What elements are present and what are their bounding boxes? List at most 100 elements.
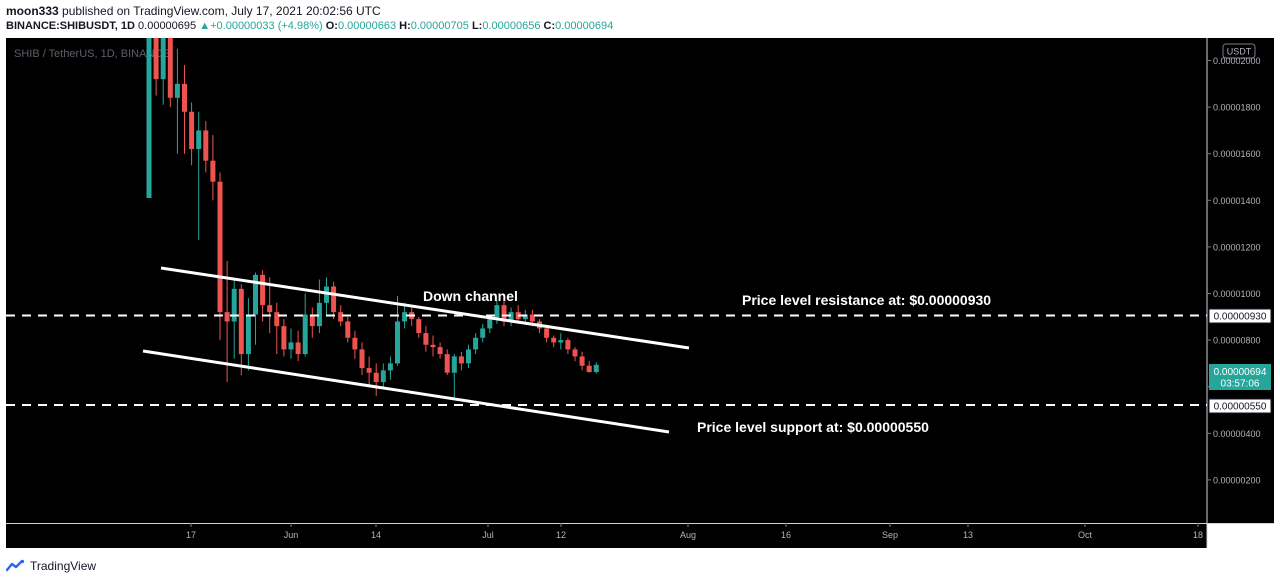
candle[interactable]	[551, 335, 557, 348]
resistance-annotation: Price level resistance at: $0.00000930	[742, 292, 991, 308]
candle[interactable]	[338, 305, 344, 327]
price-chart[interactable]: USDT SHIB / TetherUS, 1D, BINANCE Down c…	[6, 38, 1274, 548]
x-tick-label: 12	[556, 530, 566, 540]
candle[interactable]	[373, 363, 379, 397]
candle[interactable]	[366, 356, 372, 387]
candle[interactable]	[231, 279, 237, 359]
candle[interactable]	[167, 38, 173, 108]
candle[interactable]	[324, 277, 329, 317]
candle-body	[196, 130, 202, 150]
candle[interactable]	[480, 323, 486, 343]
footer-brand-text: TradingView	[30, 559, 97, 573]
candle-body	[451, 356, 457, 373]
candle[interactable]	[579, 351, 585, 371]
candle[interactable]	[359, 342, 365, 376]
candle[interactable]	[224, 260, 230, 383]
candle[interactable]	[437, 342, 443, 359]
x-axis-ticks: 17 Jun 14 Jul 12 Aug 16 Sep 13 Oct 18	[186, 523, 1203, 540]
candle[interactable]	[196, 111, 202, 240]
high-value: 0.00000705	[410, 20, 469, 32]
candle[interactable]	[345, 316, 351, 343]
candle[interactable]	[586, 361, 592, 373]
candle-body	[224, 312, 230, 322]
candle[interactable]	[402, 302, 408, 329]
candle[interactable]	[572, 347, 578, 362]
candle[interactable]	[182, 65, 187, 154]
candle[interactable]	[430, 335, 436, 357]
candle[interactable]	[444, 349, 450, 376]
plot-area[interactable]	[6, 38, 1207, 523]
candle[interactable]	[316, 279, 322, 334]
candle[interactable]	[153, 38, 159, 96]
candle[interactable]	[238, 284, 244, 376]
symbol-info-bar: BINANCE:SHIBUSDT, 1D 0.00000695 ▲+0.0000…	[6, 20, 613, 32]
time-scale[interactable]	[6, 523, 1207, 548]
candle[interactable]	[565, 337, 571, 355]
support-price-tag-text: 0.00000550	[1214, 402, 1267, 413]
candle[interactable]	[416, 316, 422, 338]
candle-body	[182, 83, 187, 112]
x-tick-label: 17	[186, 530, 196, 540]
candle-body	[253, 274, 258, 315]
candle-body	[593, 364, 599, 373]
candle[interactable]	[160, 38, 166, 105]
candle-body	[416, 319, 422, 334]
candle-body	[551, 337, 557, 343]
candle[interactable]	[295, 330, 301, 362]
candle[interactable]	[189, 102, 195, 166]
y-tick-label: 0.00001000	[1213, 289, 1261, 299]
candle-body	[387, 363, 393, 371]
footer-brand[interactable]: TradingView	[6, 557, 96, 575]
candle[interactable]	[274, 302, 280, 355]
candle[interactable]	[473, 333, 479, 355]
candle[interactable]	[309, 307, 315, 338]
candle-body	[288, 342, 294, 350]
candle-body	[466, 349, 471, 364]
price-scale[interactable]	[1207, 38, 1274, 523]
channel-upper-line[interactable]	[160, 266, 690, 350]
channel-lower-line[interactable]	[142, 349, 670, 434]
candle[interactable]	[245, 298, 251, 371]
author-name[interactable]: moon333	[6, 4, 59, 18]
candle-body	[544, 328, 550, 338]
candle[interactable]	[146, 38, 152, 198]
candle-body	[572, 349, 578, 357]
current-price-tag-text: 0.00000694	[1214, 367, 1267, 378]
candle[interactable]	[331, 281, 337, 320]
candle-body	[458, 356, 464, 364]
candle[interactable]	[380, 363, 386, 390]
candle[interactable]	[458, 351, 464, 371]
candle-body	[210, 160, 216, 182]
candle[interactable]	[423, 326, 429, 352]
currency-badge[interactable]	[1222, 43, 1256, 59]
candle[interactable]	[288, 328, 294, 359]
candle[interactable]	[593, 362, 599, 374]
candle-body	[494, 305, 500, 320]
candle[interactable]	[203, 121, 209, 173]
candle[interactable]	[210, 135, 216, 201]
candle[interactable]	[466, 344, 471, 369]
candle[interactable]	[451, 354, 457, 399]
candle-body	[586, 365, 592, 373]
candle-body	[395, 321, 400, 364]
candle[interactable]	[302, 293, 308, 357]
x-tick-label: Jul	[482, 530, 494, 540]
candle[interactable]	[558, 333, 564, 350]
candle[interactable]	[522, 309, 528, 324]
support-annotation: Price level support at: $0.00000550	[697, 419, 929, 435]
candle[interactable]	[395, 295, 400, 366]
candle[interactable]	[260, 270, 266, 322]
candle[interactable]	[267, 277, 273, 334]
candle[interactable]	[253, 272, 258, 345]
candle[interactable]	[501, 300, 507, 327]
candle[interactable]	[544, 326, 550, 343]
candle[interactable]	[352, 330, 358, 359]
candle-body	[437, 347, 443, 355]
candle-body	[267, 305, 273, 313]
current-price-tag	[1209, 364, 1271, 390]
candle[interactable]	[508, 307, 514, 327]
candle[interactable]	[174, 48, 180, 154]
candle[interactable]	[387, 356, 393, 380]
candle[interactable]	[281, 319, 287, 357]
candle[interactable]	[217, 172, 223, 341]
